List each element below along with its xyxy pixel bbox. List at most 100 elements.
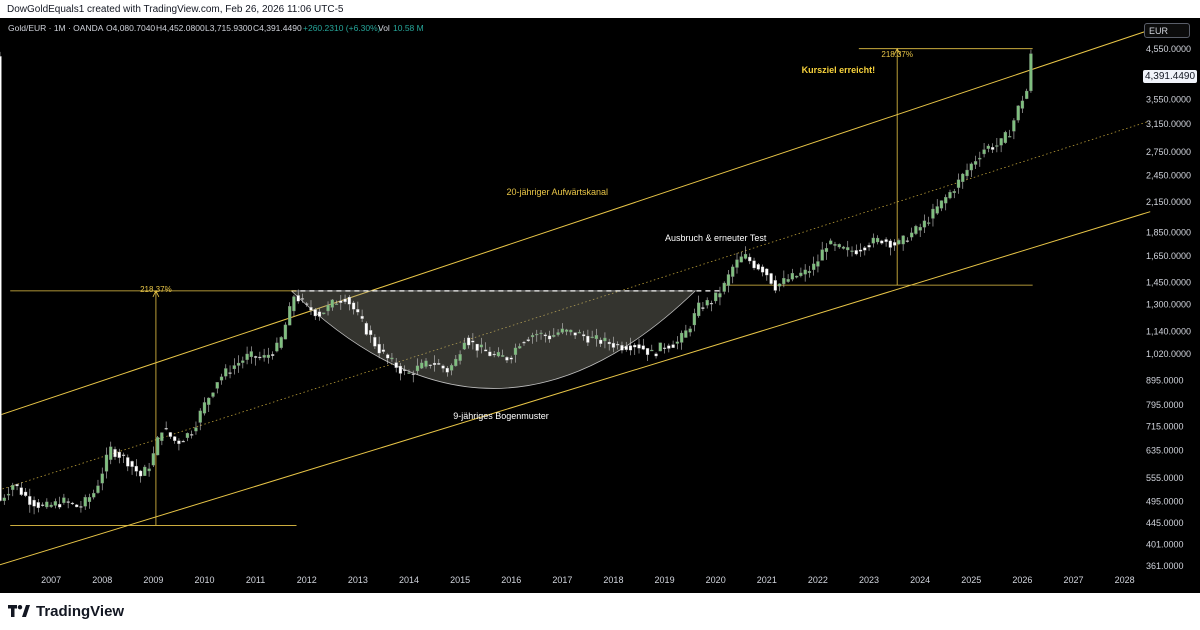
x-tick-label: 2017	[552, 575, 572, 585]
candle-up	[334, 303, 339, 305]
annotation-pct-right: 218.37%	[881, 50, 913, 59]
candle-down	[884, 239, 888, 242]
candle-up	[820, 249, 824, 261]
candle-down	[620, 345, 624, 351]
candle-up	[496, 351, 501, 357]
candle-down	[300, 298, 305, 300]
current-price-tag: 4,391.4490	[1143, 70, 1197, 83]
candle-down	[32, 499, 36, 507]
candle-up	[326, 304, 330, 312]
candle-down	[394, 362, 398, 368]
candle-up	[518, 346, 522, 349]
candle-down	[662, 347, 667, 349]
candle-up	[790, 273, 795, 280]
annotation-pct-left: 218.37%	[140, 285, 172, 294]
candle-up	[424, 360, 428, 367]
candle-up	[564, 329, 569, 332]
chart-panel[interactable]: Kursziel erreicht! 20-jähriger Aufwärtska…	[0, 18, 1200, 593]
candle-up	[978, 157, 982, 160]
candle-down	[364, 323, 369, 335]
candle-up	[986, 145, 990, 149]
candle-down	[305, 303, 309, 305]
candle-up	[948, 191, 952, 199]
candle-down	[173, 436, 177, 441]
bowl-pattern-shape	[290, 290, 697, 389]
candle-up	[62, 497, 66, 504]
candle-down	[309, 307, 313, 311]
x-tick-label: 2023	[859, 575, 879, 585]
y-tick-label: 3,150.0000	[1146, 119, 1191, 129]
candle-up	[735, 259, 739, 268]
candle-down	[228, 372, 232, 374]
currency-selector[interactable]: EUR	[1144, 23, 1190, 38]
y-tick-label: 495.0000	[1146, 496, 1184, 506]
candle-down	[765, 268, 769, 276]
candle-up	[415, 365, 420, 372]
candle-down	[633, 344, 637, 348]
candle-down	[867, 245, 871, 248]
candle-up	[202, 402, 207, 414]
candle-up	[931, 208, 935, 219]
candle-down	[505, 357, 509, 361]
candle-up	[11, 484, 15, 490]
candle-up	[104, 454, 109, 472]
legend-open: O4,080.7040	[106, 23, 155, 33]
drawing-layer	[0, 29, 1151, 566]
candle-up	[577, 332, 582, 334]
x-tick-label: 2019	[655, 575, 675, 585]
candle-up	[1025, 90, 1029, 99]
candle-up	[829, 240, 833, 245]
candle-down	[858, 249, 863, 252]
candle-up	[918, 226, 922, 231]
candle-down	[66, 501, 70, 503]
candle-up	[935, 206, 939, 214]
candle-up	[143, 466, 147, 476]
candle-up	[1012, 120, 1016, 132]
y-tick-label: 1,850.0000	[1146, 228, 1191, 238]
candle-up	[675, 341, 679, 344]
candle-up	[249, 351, 253, 358]
tradingview-logo[interactable]: TradingView	[8, 601, 124, 621]
candle-up	[53, 501, 58, 506]
candle-up	[100, 473, 104, 484]
candle-down	[351, 302, 356, 310]
candle-down	[271, 354, 275, 356]
candle-up	[837, 244, 841, 248]
y-tick-label: 555.0000	[1146, 473, 1184, 483]
candle-down	[547, 335, 552, 340]
x-tick-label: 2011	[246, 575, 265, 585]
candle-down	[654, 353, 658, 357]
candle-down	[611, 342, 616, 348]
candle-up	[952, 191, 956, 193]
candle-down	[905, 240, 910, 242]
candle-down	[880, 240, 884, 244]
x-tick-label: 2018	[603, 575, 623, 585]
candle-up	[982, 149, 986, 155]
candle-up	[185, 433, 190, 438]
candle-up	[875, 237, 880, 243]
candle-up	[901, 235, 905, 245]
legend-change: +260.2310 (+6.30%)	[303, 23, 381, 33]
candle-down	[253, 356, 258, 358]
candle-down	[75, 504, 79, 508]
candle-down	[317, 311, 322, 317]
y-tick-label: 1,450.0000	[1146, 277, 1191, 287]
x-tick-label: 2007	[41, 575, 61, 585]
y-tick-label: 445.0000	[1146, 518, 1184, 528]
candle-up	[927, 222, 931, 224]
candle-up	[603, 337, 607, 342]
candle-up	[266, 354, 271, 358]
candle-up	[569, 329, 573, 333]
legend-close: C4,391.4490	[253, 23, 302, 33]
candle-down	[58, 504, 62, 508]
x-tick-label: 2027	[1064, 575, 1084, 585]
candle-up	[833, 243, 837, 246]
candle-down	[773, 280, 777, 291]
candle-up	[279, 337, 283, 348]
candle-up	[973, 161, 978, 165]
candle-down	[641, 345, 645, 350]
chart-canvas[interactable]: Kursziel erreicht! 20-jähriger Aufwärtska…	[0, 18, 1200, 593]
candle-up	[275, 342, 279, 352]
candle-down	[0, 56, 2, 501]
candle-up	[1020, 100, 1025, 109]
